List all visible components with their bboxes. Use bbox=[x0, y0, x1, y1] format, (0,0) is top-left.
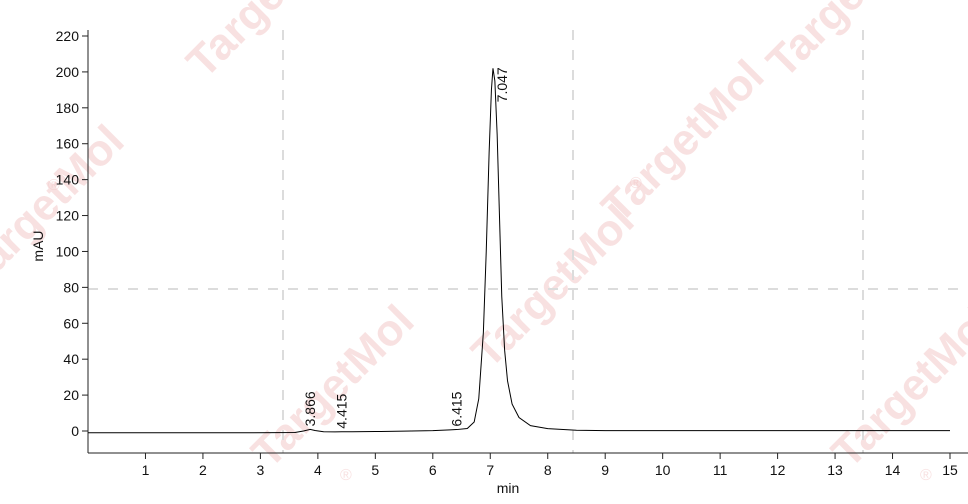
y-tick-label: 0 bbox=[71, 423, 79, 439]
y-tick-label: 200 bbox=[56, 64, 80, 80]
x-tick-label: 15 bbox=[942, 462, 958, 478]
watermark-text: TargetMol bbox=[462, 196, 643, 377]
x-tick-label: 8 bbox=[544, 462, 552, 478]
watermark-registered-symbol: ® bbox=[630, 175, 642, 192]
x-tick-label: 10 bbox=[655, 462, 671, 478]
x-tick-label: 5 bbox=[371, 462, 379, 478]
y-tick-label: 40 bbox=[63, 351, 79, 367]
y-tick-label: 160 bbox=[56, 136, 80, 152]
x-tick-label: 6 bbox=[429, 462, 437, 478]
x-tick-label: 9 bbox=[601, 462, 609, 478]
y-tick-label: 180 bbox=[56, 100, 80, 116]
peak-labels: 3.866 4.415 6.415 7.047 bbox=[302, 67, 510, 429]
watermark-text: TargetMol bbox=[177, 0, 358, 87]
peak-label: 7.047 bbox=[494, 67, 510, 102]
watermark-registered-symbol: ® bbox=[920, 467, 932, 484]
watermark-registered-symbol: ® bbox=[340, 467, 352, 484]
y-tick-label: 220 bbox=[56, 28, 80, 44]
watermark-text: TargetMol bbox=[242, 296, 423, 477]
grid-lines bbox=[88, 30, 968, 453]
peak-label: 6.415 bbox=[449, 391, 465, 426]
y-axis-title: mAU bbox=[30, 230, 46, 261]
x-tick-label: 11 bbox=[713, 462, 728, 478]
x-tick-label: 4 bbox=[314, 462, 322, 478]
x-tick-label: 2 bbox=[199, 462, 207, 478]
watermark-text: TargetMol bbox=[757, 0, 938, 87]
series-layer bbox=[88, 68, 950, 434]
x-axis-title: min bbox=[497, 480, 520, 496]
x-tick-label: 3 bbox=[257, 462, 265, 478]
y-tick-label: 140 bbox=[56, 172, 80, 188]
x-tick-label: 7 bbox=[486, 462, 494, 478]
y-tick-label: 100 bbox=[56, 243, 80, 259]
y-tick-label: 80 bbox=[63, 279, 79, 295]
series-line bbox=[88, 68, 950, 434]
watermark-registered-symbol: ® bbox=[48, 177, 60, 194]
x-tick-label: 12 bbox=[770, 462, 786, 478]
x-tick-label: 14 bbox=[885, 462, 901, 478]
peak-label: 4.415 bbox=[334, 393, 350, 428]
watermark-text: TargetMol bbox=[822, 296, 968, 477]
x-tick-label: 13 bbox=[827, 462, 843, 478]
x-tick-label: 1 bbox=[142, 462, 150, 478]
y-tick-label: 20 bbox=[63, 387, 79, 403]
watermark-text: TargetMol bbox=[592, 51, 773, 232]
y-tick-label: 120 bbox=[56, 208, 80, 224]
peak-label: 3.866 bbox=[302, 391, 318, 426]
y-tick-label: 60 bbox=[63, 315, 79, 331]
